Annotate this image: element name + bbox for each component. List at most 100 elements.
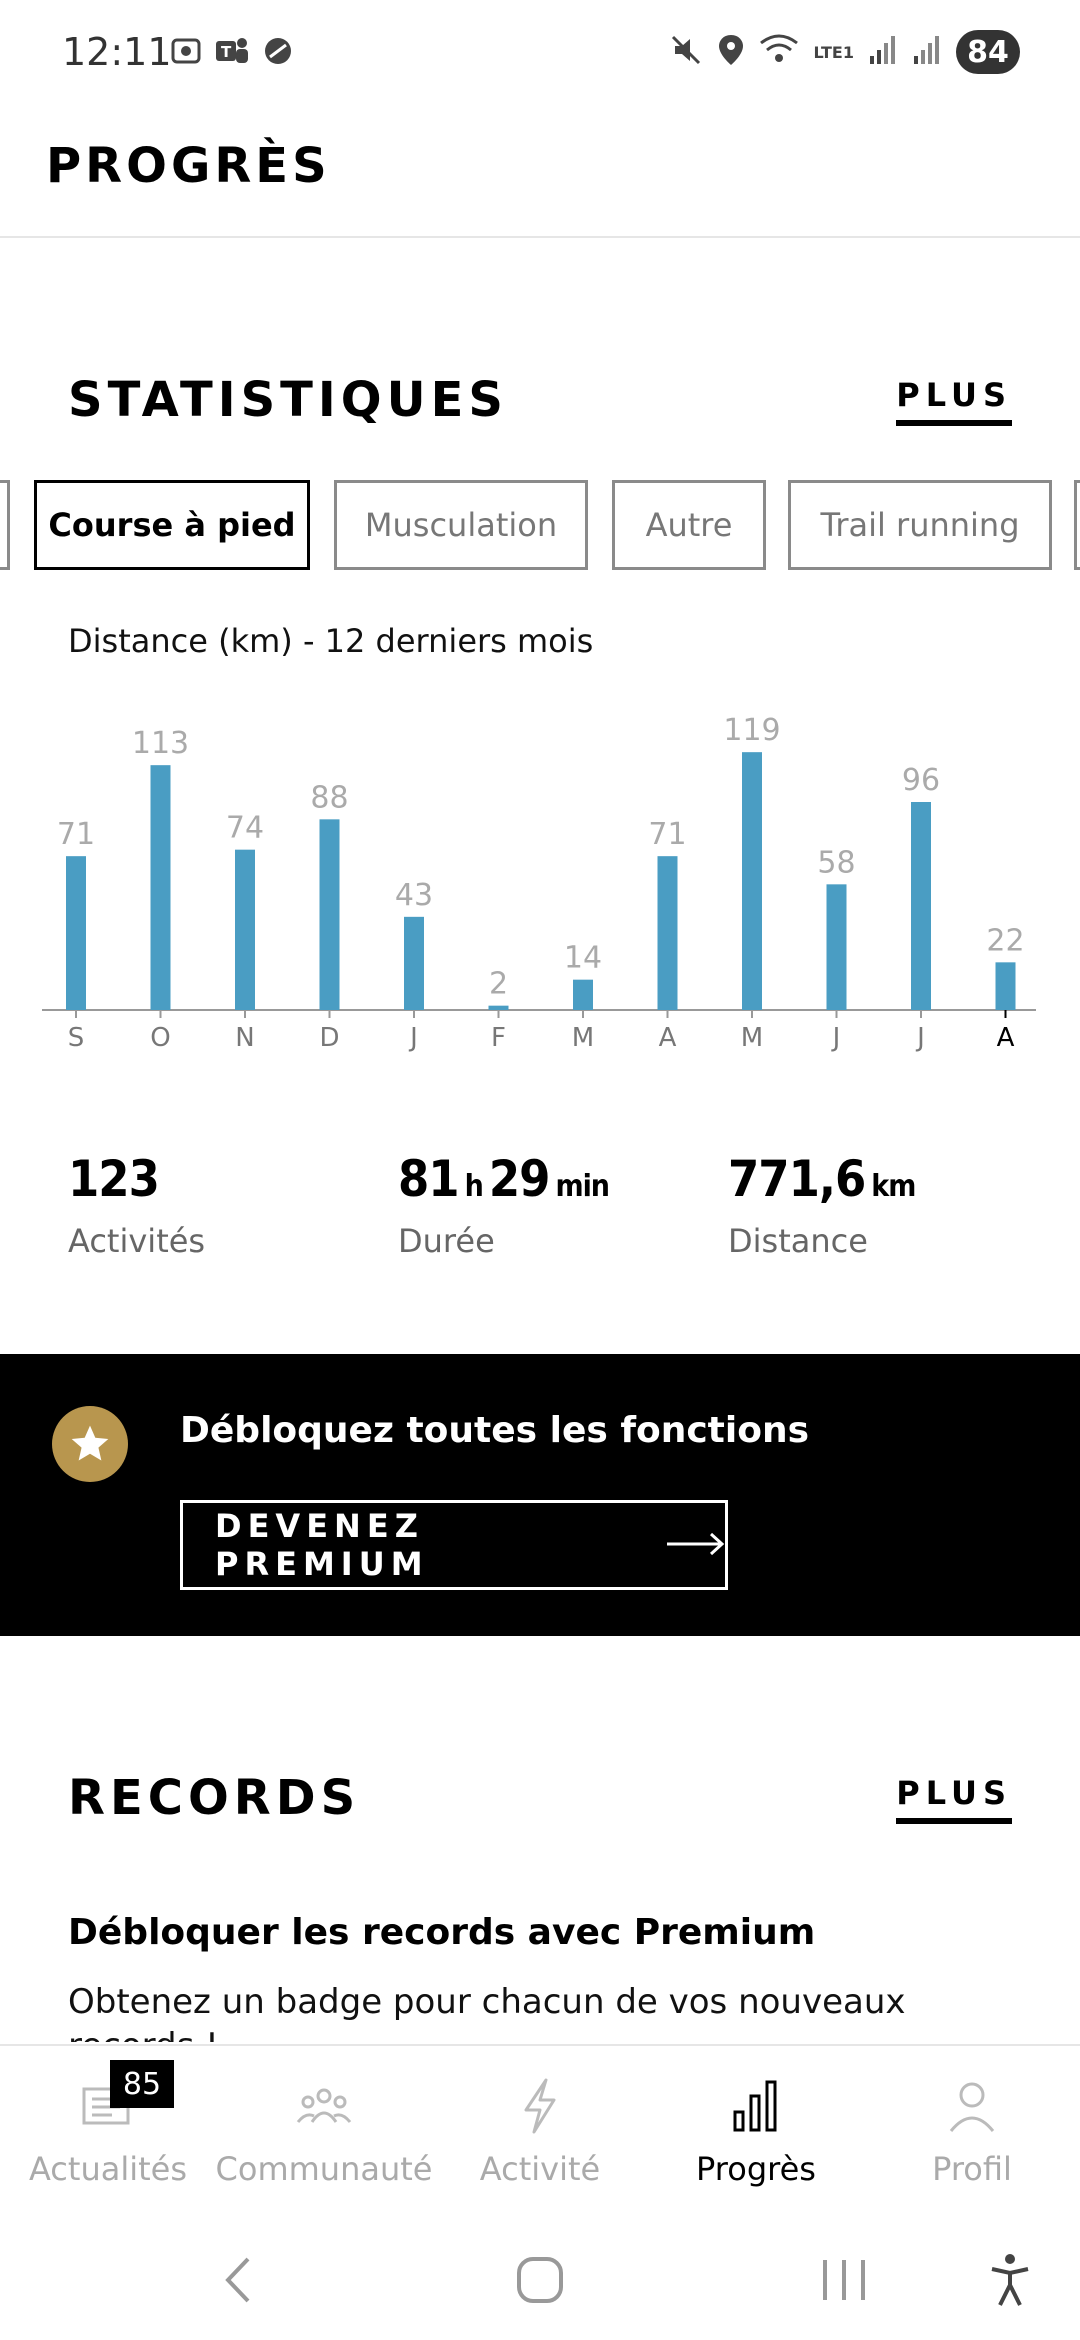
chart-bar bbox=[319, 819, 340, 1010]
svg-text:T: T bbox=[221, 43, 232, 61]
chart-bar bbox=[488, 1005, 509, 1010]
tab-musculation[interactable]: Musculation bbox=[334, 480, 588, 570]
become-premium-button[interactable]: DEVENEZ PREMIUM bbox=[180, 1500, 728, 1590]
nav-label-progres: Progrès bbox=[696, 2150, 816, 2188]
screenshot-icon bbox=[168, 34, 204, 68]
chart-bar bbox=[404, 916, 424, 1010]
duration-minutes-unit: min bbox=[555, 1169, 610, 1204]
star-icon bbox=[52, 1406, 128, 1482]
tab-autre[interactable]: Autre bbox=[612, 480, 766, 570]
chart-bar bbox=[911, 802, 931, 1010]
chart-data-label: 113 bbox=[132, 726, 189, 761]
chart-bar bbox=[742, 752, 762, 1010]
distance-bar-chart: 71 S 113 O 74 N 88 D 43 J 2 F 14 M 71 A 119 M 58 J 96 J 22 A bbox=[42, 713, 1036, 1053]
system-navigation-bar bbox=[0, 2220, 1080, 2340]
blocked-icon bbox=[260, 34, 296, 68]
teams-icon: T bbox=[214, 34, 250, 68]
chart-tick-label: O bbox=[150, 1023, 170, 1053]
person-icon bbox=[940, 2074, 1004, 2138]
records-more-link[interactable]: PLUS bbox=[896, 1774, 1012, 1824]
premium-banner: Débloquez toutes les fonctions DEVENEZ P… bbox=[0, 1354, 1080, 1636]
signal-icon-2 bbox=[912, 34, 942, 70]
stat-distance: 771,6 km Distance bbox=[728, 1150, 921, 1260]
lightning-icon bbox=[508, 2074, 572, 2138]
nav-item-activite[interactable]: Activité bbox=[432, 2046, 648, 2222]
nav-label-activite: Activité bbox=[479, 2150, 601, 2188]
duration-hours: 81 bbox=[398, 1150, 460, 1208]
nav-label-communaute: Communauté bbox=[215, 2150, 433, 2188]
distance-label: Distance bbox=[728, 1222, 868, 1260]
chart-tick-label: F bbox=[491, 1023, 506, 1053]
battery-indicator: 84 bbox=[956, 30, 1020, 74]
chart-tick-label: M bbox=[741, 1023, 763, 1053]
chart-data-label: 22 bbox=[986, 923, 1024, 958]
mute-icon bbox=[669, 33, 703, 71]
signal-icon bbox=[868, 34, 898, 70]
sport-tabs: Course à pied Musculation Autre Trail ru… bbox=[0, 480, 1080, 570]
chart-tick-label: J bbox=[915, 1023, 925, 1053]
chart-tick-label: S bbox=[68, 1023, 85, 1053]
bar-chart-icon bbox=[724, 2074, 788, 2138]
back-icon[interactable] bbox=[208, 2250, 268, 2310]
tab-course-a-pied[interactable]: Course à pied bbox=[34, 480, 310, 570]
community-icon bbox=[292, 2074, 356, 2138]
chart-tick-label: M bbox=[572, 1023, 594, 1053]
chart-bar bbox=[995, 962, 1016, 1010]
recent-apps-icon[interactable] bbox=[814, 2250, 874, 2310]
statistics-more-link[interactable]: PLUS bbox=[896, 376, 1012, 426]
chart-data-label: 71 bbox=[648, 817, 686, 852]
nav-label-profil: Profil bbox=[932, 2150, 1012, 2188]
status-time: 12:11 bbox=[62, 30, 172, 74]
chart-bar bbox=[66, 856, 86, 1010]
chart-tick-label: D bbox=[319, 1023, 339, 1053]
tab-trail-running[interactable]: Trail running bbox=[788, 480, 1052, 570]
tab-previous[interactable] bbox=[0, 480, 10, 570]
records-title: RECORDS bbox=[68, 1770, 361, 1826]
arrow-right-icon bbox=[665, 1526, 725, 1564]
duration-label: Durée bbox=[398, 1222, 495, 1260]
chart-data-label: 71 bbox=[57, 817, 95, 852]
chart-bar bbox=[573, 979, 593, 1010]
records-description: Obtenez un badge pour chacun de vos nouv… bbox=[68, 1982, 906, 2042]
home-icon[interactable] bbox=[510, 2250, 570, 2310]
chart-bar bbox=[826, 884, 847, 1010]
notification-badge: 85 bbox=[110, 2060, 174, 2108]
location-icon bbox=[717, 33, 745, 71]
chart-bar bbox=[235, 849, 255, 1010]
nav-item-communaute[interactable]: Communauté bbox=[216, 2046, 432, 2222]
activities-label: Activités bbox=[68, 1222, 206, 1260]
duration-minutes: 29 bbox=[488, 1150, 551, 1208]
premium-button-label: DEVENEZ PREMIUM bbox=[215, 1507, 429, 1583]
status-bar: 12:11 T LTE1 84 bbox=[0, 0, 1080, 110]
chart-data-label: 74 bbox=[226, 811, 264, 846]
records-subtitle: Débloquer les records avec Premium bbox=[68, 1912, 816, 1953]
distance-value: 771,6 bbox=[728, 1150, 866, 1208]
nav-item-profil[interactable]: Profil bbox=[864, 2046, 1080, 2222]
chart-label: Distance (km) - 12 derniers mois bbox=[68, 622, 594, 660]
chart-tick-label: J bbox=[408, 1023, 418, 1053]
chart-data-label: 14 bbox=[564, 941, 602, 976]
chart-tick-label: N bbox=[235, 1023, 254, 1053]
chart-data-label: 96 bbox=[902, 763, 940, 798]
chart-tick-label: J bbox=[831, 1023, 841, 1053]
app-header: PROGRÈS bbox=[0, 110, 1080, 238]
wifi-icon bbox=[759, 33, 799, 71]
chart-bar bbox=[150, 765, 171, 1010]
tab-next[interactable] bbox=[1074, 480, 1080, 570]
distance-unit: km bbox=[871, 1169, 916, 1204]
chart-tick-label: A bbox=[659, 1023, 677, 1053]
nav-label-actualites: Actualités bbox=[28, 2150, 188, 2188]
chart-data-label: 2 bbox=[489, 967, 508, 1002]
accessibility-icon[interactable] bbox=[980, 2250, 1040, 2310]
chart-data-label: 119 bbox=[723, 713, 780, 748]
chart-data-label: 58 bbox=[817, 845, 855, 880]
network-type: LTE1 bbox=[813, 42, 854, 62]
chart-data-label: 43 bbox=[395, 878, 433, 913]
nav-item-progres[interactable]: Progrès bbox=[648, 2046, 864, 2222]
nav-item-actualites[interactable]: Actualités 85 bbox=[0, 2046, 216, 2222]
duration-hours-unit: h bbox=[464, 1169, 484, 1204]
chart-tick-label: A bbox=[997, 1023, 1015, 1053]
activities-value: 123 bbox=[68, 1150, 160, 1208]
bottom-navigation: Actualités 85 Communauté Activité Progrè… bbox=[0, 2044, 1080, 2220]
statistics-title: STATISTIQUES bbox=[68, 372, 508, 428]
